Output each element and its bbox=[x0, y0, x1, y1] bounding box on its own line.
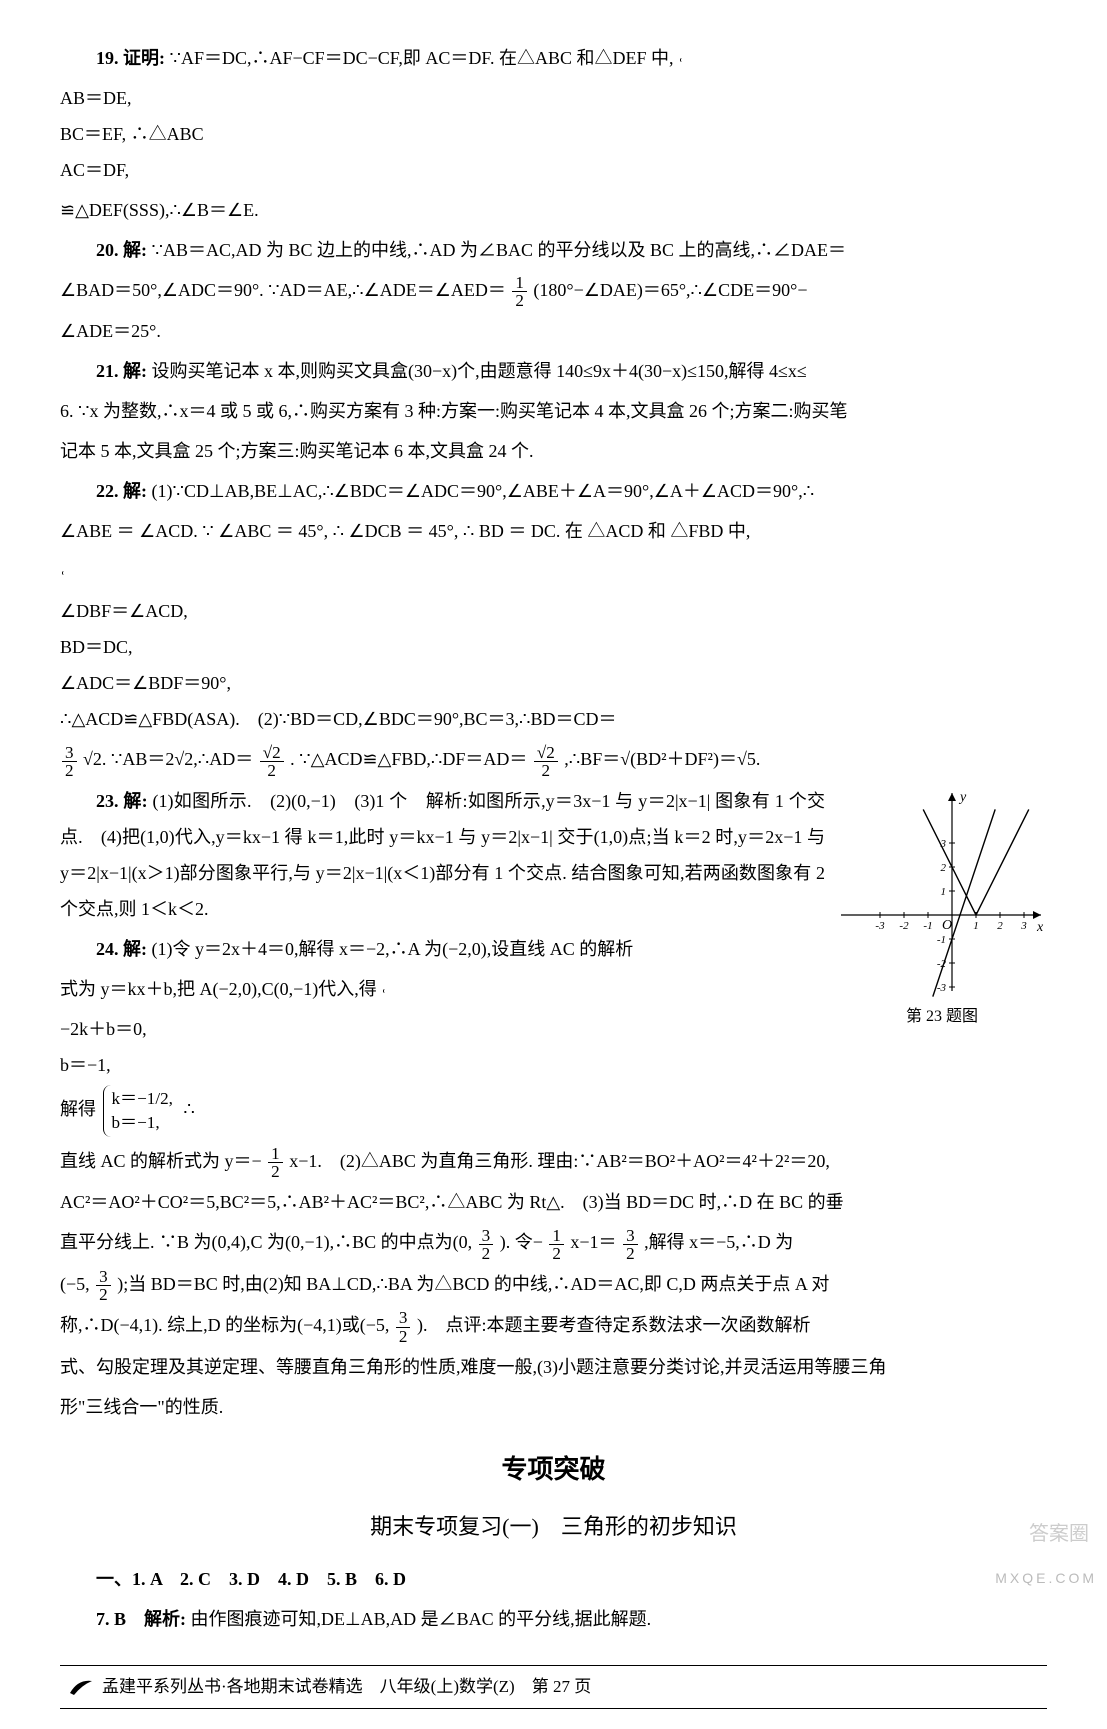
q22-label: 22. 解: bbox=[96, 481, 147, 501]
q21-label: 21. 解: bbox=[96, 361, 147, 381]
q22-line4: 32 √2. ∵AB＝2√2,∴AD＝ √22 . ∵△ACD≌△FBD,∴DF… bbox=[60, 741, 1047, 778]
svg-text:y: y bbox=[958, 790, 967, 805]
q22-brace bbox=[62, 571, 75, 575]
svg-text:-3: -3 bbox=[937, 982, 947, 994]
leaf-icon bbox=[68, 1677, 94, 1697]
q20-line2: ∠BAD＝50°,∠ADC＝90°. ∵AD＝AE,∴∠ADE＝∠AED＝ 12… bbox=[60, 272, 1047, 309]
sub-title: 期末专项复习(一) 三角形的初步知识 bbox=[60, 1505, 1047, 1549]
q7-label: 7. B 解析: bbox=[96, 1609, 186, 1629]
svg-text:1: 1 bbox=[941, 886, 947, 898]
q21-line1: 21. 解: 设购买笔记本 x 本,则购买文具盒(30−x)个,由题意得 140… bbox=[60, 353, 1047, 389]
svg-text:2: 2 bbox=[997, 920, 1003, 932]
svg-text:-1: -1 bbox=[937, 934, 946, 946]
figure-23-chart: -3-2-1123-3-2-1123Oxy bbox=[837, 787, 1047, 997]
svg-text:1: 1 bbox=[973, 920, 979, 932]
q22-line2: ∠ABE ＝ ∠ACD. ∵ ∠ABC ＝ 45°, ∴ ∠DCB ＝ 45°,… bbox=[60, 513, 1047, 549]
svg-text:-3: -3 bbox=[875, 920, 885, 932]
svg-text:x: x bbox=[1036, 920, 1044, 935]
q24-p6: (−5, 32 );当 BD＝BC 时,由(2)知 BA⊥CD,∴BA 为△BC… bbox=[60, 1266, 1047, 1303]
answers-line: 一、1. A 2. C 3. D 4. D 5. B 6. D bbox=[60, 1561, 1047, 1597]
q22-brace-line bbox=[60, 553, 1047, 589]
frac-half: 12 bbox=[512, 274, 527, 309]
q24-p4: AC²＝AO²＋CO²＝5,BC²＝5,∴AB²＋AC²＝BC²,∴△ABC 为… bbox=[60, 1184, 1047, 1220]
q20-line1: 20. 解: ∵AB＝AC,AD 为 BC 边上的中线,∴AD 为∠BAC 的平… bbox=[60, 232, 1047, 268]
watermark-badge: 答案圈 bbox=[1029, 1514, 1089, 1554]
q7-line: 7. B 解析: 由作图痕迹可知,DE⊥AB,AD 是∠BAC 的平分线,据此解… bbox=[60, 1601, 1047, 1637]
q22-line1: 22. 解: (1)∵CD⊥AB,BE⊥AC,∴∠BDC＝∠ADC＝90°,∠A… bbox=[60, 473, 1047, 509]
svg-text:3: 3 bbox=[1020, 920, 1027, 932]
svg-text:2: 2 bbox=[941, 862, 947, 874]
figure-23-caption: 第 23 题图 bbox=[837, 1001, 1047, 1033]
q19-brace bbox=[680, 58, 693, 62]
q24-p8: 式、勾股定理及其逆定理、等腰直角三角形的性质,难度一般,(3)小题注意要分类讨论… bbox=[60, 1349, 1047, 1385]
q21-line3: 记本 5 本,文具盒 25 个;方案三:购买笔记本 6 本,文具盒 24 个. bbox=[60, 433, 1047, 469]
svg-text:-1: -1 bbox=[923, 920, 932, 932]
q20-label: 20. 解: bbox=[96, 240, 147, 260]
footer-text: 孟建平系列丛书·各地期末试卷精选 八年级(上)数学(Z) 第 27 页 bbox=[102, 1670, 591, 1704]
q19-label: 19. 证明: bbox=[96, 48, 165, 68]
q24-p5: 直平分线上. ∵B 为(0,4),C 为(0,−1),∴BC 的中点为(0, 3… bbox=[60, 1224, 1047, 1261]
section-title: 专项突破 bbox=[60, 1443, 1047, 1495]
q24-brace2: k＝−1/2, b＝−1, bbox=[103, 1085, 177, 1137]
svg-text:-2: -2 bbox=[899, 920, 909, 932]
q19-line2: ≌△DEF(SSS),∴∠B＝∠E. bbox=[60, 192, 1047, 228]
solutions-content: 19. 证明: ∵AF＝DC,∴AF−CF＝DC−CF,即 AC＝DF. 在△A… bbox=[60, 40, 1047, 1637]
svg-text:O: O bbox=[942, 918, 952, 933]
q19-line1: 19. 证明: ∵AF＝DC,∴AF−CF＝DC−CF,即 AC＝DF. 在△A… bbox=[60, 40, 1047, 76]
q24-label: 24. 解: bbox=[96, 939, 147, 959]
q23-label: 23. 解: bbox=[96, 791, 148, 811]
q24-p3: 直线 AC 的解析式为 y＝− 12 x−1. (2)△ABC 为直角三角形. … bbox=[60, 1143, 1047, 1180]
page-footer: 孟建平系列丛书·各地期末试卷精选 八年级(上)数学(Z) 第 27 页 bbox=[60, 1665, 1047, 1709]
q24-p7: 称,∴D(−4,1). 综上,D 的坐标为(−4,1)或(−5, 32 ). 点… bbox=[60, 1307, 1047, 1344]
watermark-url: MXQE.COM bbox=[995, 1564, 1097, 1592]
q21-line2: 6. ∵x 为整数,∴x＝4 或 5 或 6,∴购买方案有 3 种:方案一:购买… bbox=[60, 393, 1047, 429]
q24-brace1 bbox=[383, 989, 396, 993]
q24-p9: 形"三线合一"的性质. bbox=[60, 1389, 1047, 1425]
q20-line3: ∠ADE＝25°. bbox=[60, 313, 1047, 349]
figure-23: -3-2-1123-3-2-1123Oxy 第 23 题图 bbox=[837, 787, 1047, 1033]
